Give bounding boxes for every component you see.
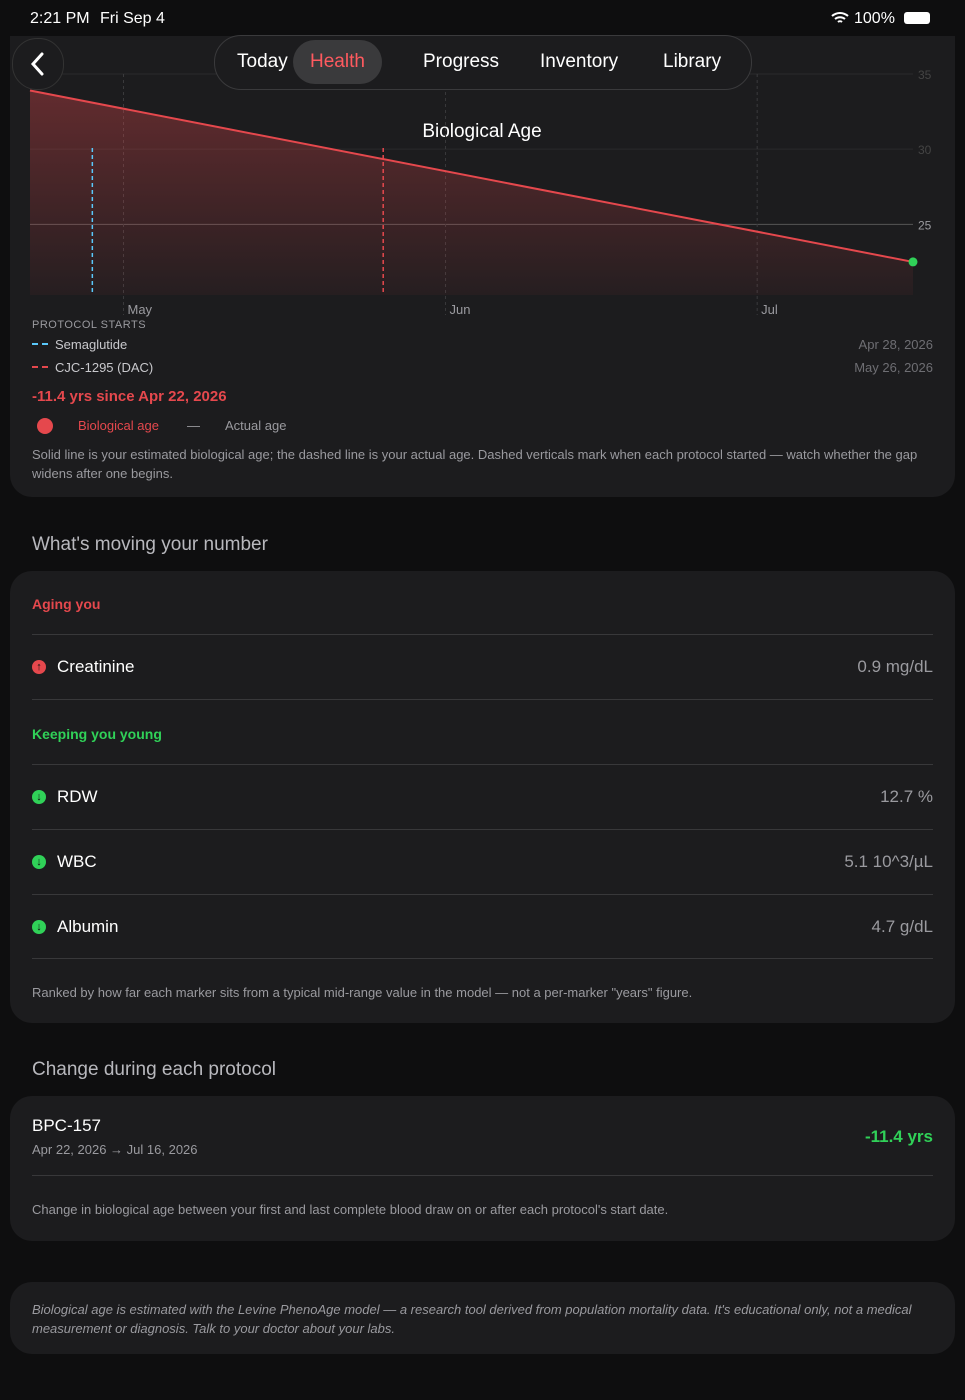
area — [30, 90, 913, 295]
divider — [32, 1175, 933, 1176]
end-point — [908, 257, 918, 267]
legend-dot — [37, 418, 53, 434]
markers-note: Ranked by how far each marker sits from … — [32, 985, 693, 1000]
marker-value: 0.9 mg/dL — [857, 657, 933, 676]
date: Fri Sep 4 — [100, 10, 165, 27]
chart-title: Biological Age — [422, 121, 541, 142]
tab[interactable]: Library — [663, 51, 722, 72]
marker-name: Creatinine — [57, 657, 135, 676]
change-note: Change in biological age between your fi… — [32, 1202, 669, 1217]
group-label: Aging you — [32, 596, 101, 612]
x-tick-label: Jun — [450, 302, 471, 317]
protocol-name: BPC-157 — [32, 1116, 101, 1135]
group-label: Keeping you young — [32, 726, 162, 742]
disclaimer: Biological age is estimated with the Lev… — [32, 1302, 912, 1336]
marker-value: 12.7 % — [880, 787, 933, 806]
protocol-swatch — [32, 366, 48, 368]
marker-row: ↓ Albumin 4.7 g/dL — [32, 894, 933, 959]
marker-row — [32, 699, 933, 700]
status-bar: 2:21 PM Fri Sep 4 100% — [0, 0, 965, 36]
marker-value: 4.7 g/dL — [871, 917, 933, 936]
protocol-delta: -11.4 yrs — [864, 1127, 933, 1146]
summary: -11.4 yrs since Apr 22, 2026 — [32, 388, 227, 405]
marker-value: 5.1 10^3/µL — [844, 852, 933, 871]
direction-icon: ↓ — [32, 790, 46, 804]
marker-name: RDW — [57, 787, 98, 806]
wifi-icon — [831, 12, 849, 23]
marker-row: ↑ Creatinine 0.9 mg/dL — [32, 634, 933, 699]
legend-dash: — — [187, 418, 200, 433]
marker-name: Albumin — [57, 917, 119, 936]
marker-name: WBC — [57, 852, 97, 871]
protocol-swatch — [32, 343, 48, 345]
protocols-heading: PROTOCOL STARTS — [32, 319, 147, 331]
battery-icon — [904, 12, 930, 24]
line — [29, 89, 914, 263]
direction-icon: ↑ — [32, 660, 46, 674]
x-tick-label: May — [127, 302, 152, 317]
tab[interactable]: Health — [293, 40, 382, 84]
protocol-name: CJC-1295 (DAC) — [55, 360, 154, 375]
back-button[interactable] — [12, 38, 64, 90]
marker-row: ↓ WBC 5.1 10^3/µL — [32, 829, 933, 894]
direction-icon: ↓ — [32, 855, 46, 869]
x-tick-label: Jul — [761, 302, 778, 317]
protocol-date: May 26, 2026 — [854, 360, 933, 375]
chart-note: Solid line is your estimated biological … — [32, 447, 918, 481]
marker-row: ↓ RDW 12.7 % — [32, 764, 933, 829]
change-card — [10, 1096, 955, 1241]
y-tick-label: 30 — [918, 143, 932, 157]
section-heading: Change during each protocol — [32, 1059, 277, 1080]
tab[interactable]: Inventory — [540, 51, 619, 72]
legend-label: Actual age — [225, 418, 287, 433]
divider — [32, 958, 933, 959]
y-tick-label: 35 — [918, 68, 932, 82]
disclaimer-card — [10, 1282, 955, 1354]
protocol-name: Semaglutide — [55, 337, 128, 352]
markers-card — [10, 571, 955, 1023]
legend-label: Biological age — [78, 418, 159, 433]
tab-bar: Today Health Progress Inventory Library — [214, 35, 752, 90]
battery-label: 100% — [854, 10, 895, 27]
protocol-range: Apr 22, 2026 → Jul 16, 2026 — [32, 1142, 198, 1157]
section-heading: What's moving your number — [32, 534, 268, 555]
time: 2:21 PM — [30, 10, 90, 27]
tab[interactable]: Progress — [423, 51, 500, 72]
protocol-date: Apr 28, 2026 — [858, 337, 933, 352]
direction-icon: ↓ — [32, 920, 46, 934]
chart: Biological Age 25 30 35 May Jun Jul — [29, 68, 932, 317]
y-tick-label: 25 — [918, 218, 932, 232]
tab[interactable]: Today — [237, 51, 288, 72]
